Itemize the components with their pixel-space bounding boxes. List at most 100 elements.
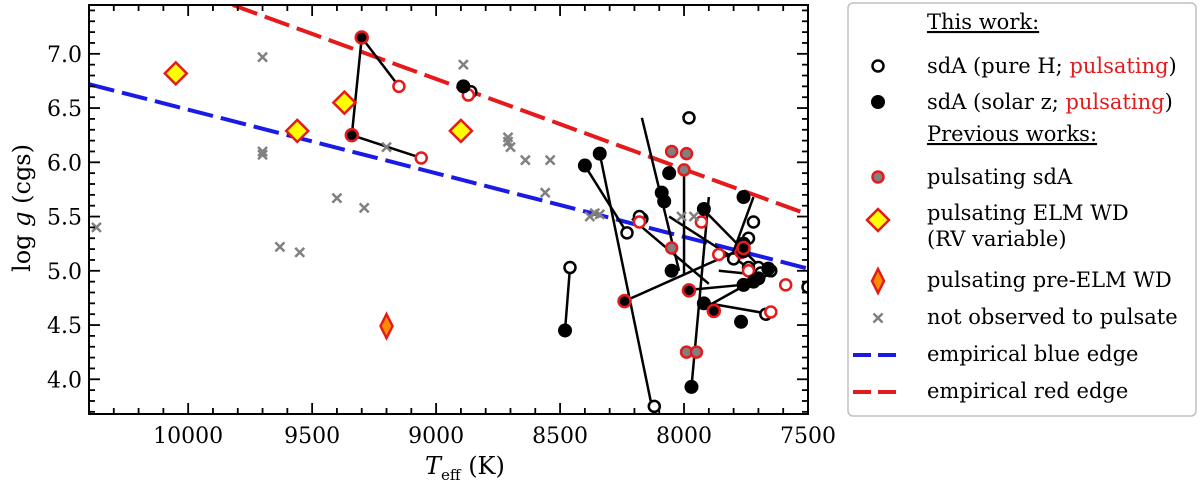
point-open-circle-red-1 (392, 79, 406, 94)
point-open-circle-10 (620, 226, 634, 240)
point-x-13 (519, 154, 531, 166)
point-gray-circle-red-4-shape (664, 144, 679, 159)
point-x-9-shape (457, 59, 469, 71)
x-tick-label-3: 8500 (532, 424, 588, 449)
point-filled-circle-red-5 (354, 30, 369, 45)
point-x-18-shape (594, 208, 606, 220)
point-gray-circle-red-3-shape (679, 146, 694, 161)
point-filled-circle-17-shape (736, 190, 751, 205)
point-gray-circle-red-5-shape (677, 163, 691, 177)
point-open-circle-red-4-shape (711, 247, 726, 262)
tick-labels: 10000 9500 9000 8500 8000 7500 4.0 4.5 5.0 5.5 6.0… (47, 43, 836, 449)
point-filled-circle-11 (696, 201, 711, 216)
point-x-2-shape (294, 246, 306, 258)
point-gray-circle-red-2-shape (664, 241, 679, 255)
x-axis-label: Teff (K) (425, 452, 505, 483)
point-filled-circle-red-5-shape (354, 30, 369, 45)
point-filled-circle-7-shape (761, 261, 776, 276)
y-tick-label-1: 4.5 (47, 314, 82, 339)
point-open-circle-red-1-shape (392, 79, 406, 94)
point-filled-circle-red-2-shape (706, 303, 722, 319)
point-x-3-shape (331, 192, 343, 204)
point-filled-circle-2 (734, 314, 749, 329)
legend-label-sdA-pure-H: sdA (pure H; pulsating) (927, 54, 1177, 78)
legend-label-red-edge: empirical red edge (927, 379, 1128, 403)
instability-edges (89, 5, 808, 271)
point-open-circle-13-shape (746, 215, 761, 229)
legend-box (847, 2, 1197, 417)
y-tick-label-6: 7.0 (47, 43, 82, 68)
connection-line-17 (350, 37, 363, 136)
red-edge-line (232, 5, 808, 217)
point-x-19-shape (676, 211, 687, 222)
point-filled-circle-red-2 (706, 303, 722, 319)
legend-label-pre-elm-wd: pulsating pre-ELM WD (927, 268, 1172, 292)
point-open-circle-red-0 (414, 151, 428, 165)
point-open-circle-13 (746, 215, 761, 229)
connection-line-1 (563, 267, 572, 331)
legend-marker-gray-circle-red (871, 170, 885, 184)
point-filled-circle-17 (736, 190, 751, 205)
point-open-circle-red-9-shape (741, 264, 756, 278)
y-axis-label: log g (cgs) (8, 144, 36, 272)
legend-marker-diamond (865, 207, 891, 233)
point-diamond-0-shape (284, 118, 311, 144)
legend-marker-filled-circle-shape (871, 95, 885, 109)
point-x-4 (358, 202, 370, 214)
point-x-15 (544, 154, 556, 166)
point-filled-circle-6-shape (751, 271, 766, 286)
point-open-circle-2 (563, 260, 577, 275)
point-open-circle-0-shape (647, 399, 662, 414)
point-gray-circle-red-3 (679, 146, 694, 161)
point-filled-circle-13 (654, 185, 669, 200)
point-filled-circle-14-shape (662, 166, 677, 181)
point-filled-circle-red-4 (344, 127, 360, 143)
point-diamond-3-shape (163, 60, 189, 87)
point-x-6 (257, 146, 268, 157)
connection-line-18 (360, 36, 400, 88)
point-filled-circle-3-shape (696, 296, 711, 311)
legend-markers (853, 59, 903, 394)
point-filled-circle-red-1-shape (681, 283, 697, 298)
point-filled-circle-14 (662, 166, 677, 181)
point-filled-circle-16 (592, 146, 607, 161)
legend-marker-diamond-shape (865, 207, 891, 233)
point-diamond-2 (448, 118, 474, 144)
legend-marker-x-shape (872, 312, 884, 324)
point-x-1 (274, 241, 286, 253)
point-filled-circle-0-shape (558, 323, 573, 338)
point-diamond-2-shape (448, 118, 474, 144)
point-filled-circle-0 (558, 323, 573, 338)
point-filled-circle-2-shape (734, 314, 749, 329)
point-open-circle-red-4 (711, 247, 726, 262)
point-filled-circle-5 (736, 277, 751, 292)
blue-edge-line (89, 82, 808, 271)
point-thin-diamond-0-shape (379, 311, 394, 341)
point-x-18 (594, 208, 606, 220)
point-diamond-1 (331, 89, 358, 116)
point-thin-diamond-0 (379, 311, 394, 341)
point-filled-circle-13-shape (654, 185, 669, 200)
point-x-20-shape (688, 211, 700, 222)
point-x-15-shape (544, 154, 556, 166)
point-x-0 (91, 222, 102, 233)
point-x-11-shape (502, 131, 514, 143)
legend-heading-this-work: This work: (927, 10, 1039, 34)
point-filled-circle-3 (696, 296, 711, 311)
point-filled-circle-6 (751, 271, 766, 286)
legend-heading-previous-works: Previous works: (927, 122, 1097, 146)
legend-marker-open-circle-shape (871, 59, 885, 73)
point-x-14 (539, 187, 551, 199)
x-tick-label-0: 10000 (153, 424, 223, 449)
point-x-2 (294, 246, 306, 258)
point-filled-circle-15 (577, 158, 592, 173)
point-open-circle-red-6-shape (764, 305, 778, 319)
legend-marker-x (872, 312, 884, 324)
point-filled-circle-8-shape (664, 263, 679, 278)
y-tick-label-4: 6.0 (47, 151, 82, 176)
axis-ticks (88, 5, 809, 414)
x-tick-label-1: 9500 (284, 424, 340, 449)
legend-marker-gray-circle-red-shape (871, 170, 885, 184)
point-gray-circle-red-1 (689, 345, 704, 359)
point-x-8 (257, 51, 268, 63)
